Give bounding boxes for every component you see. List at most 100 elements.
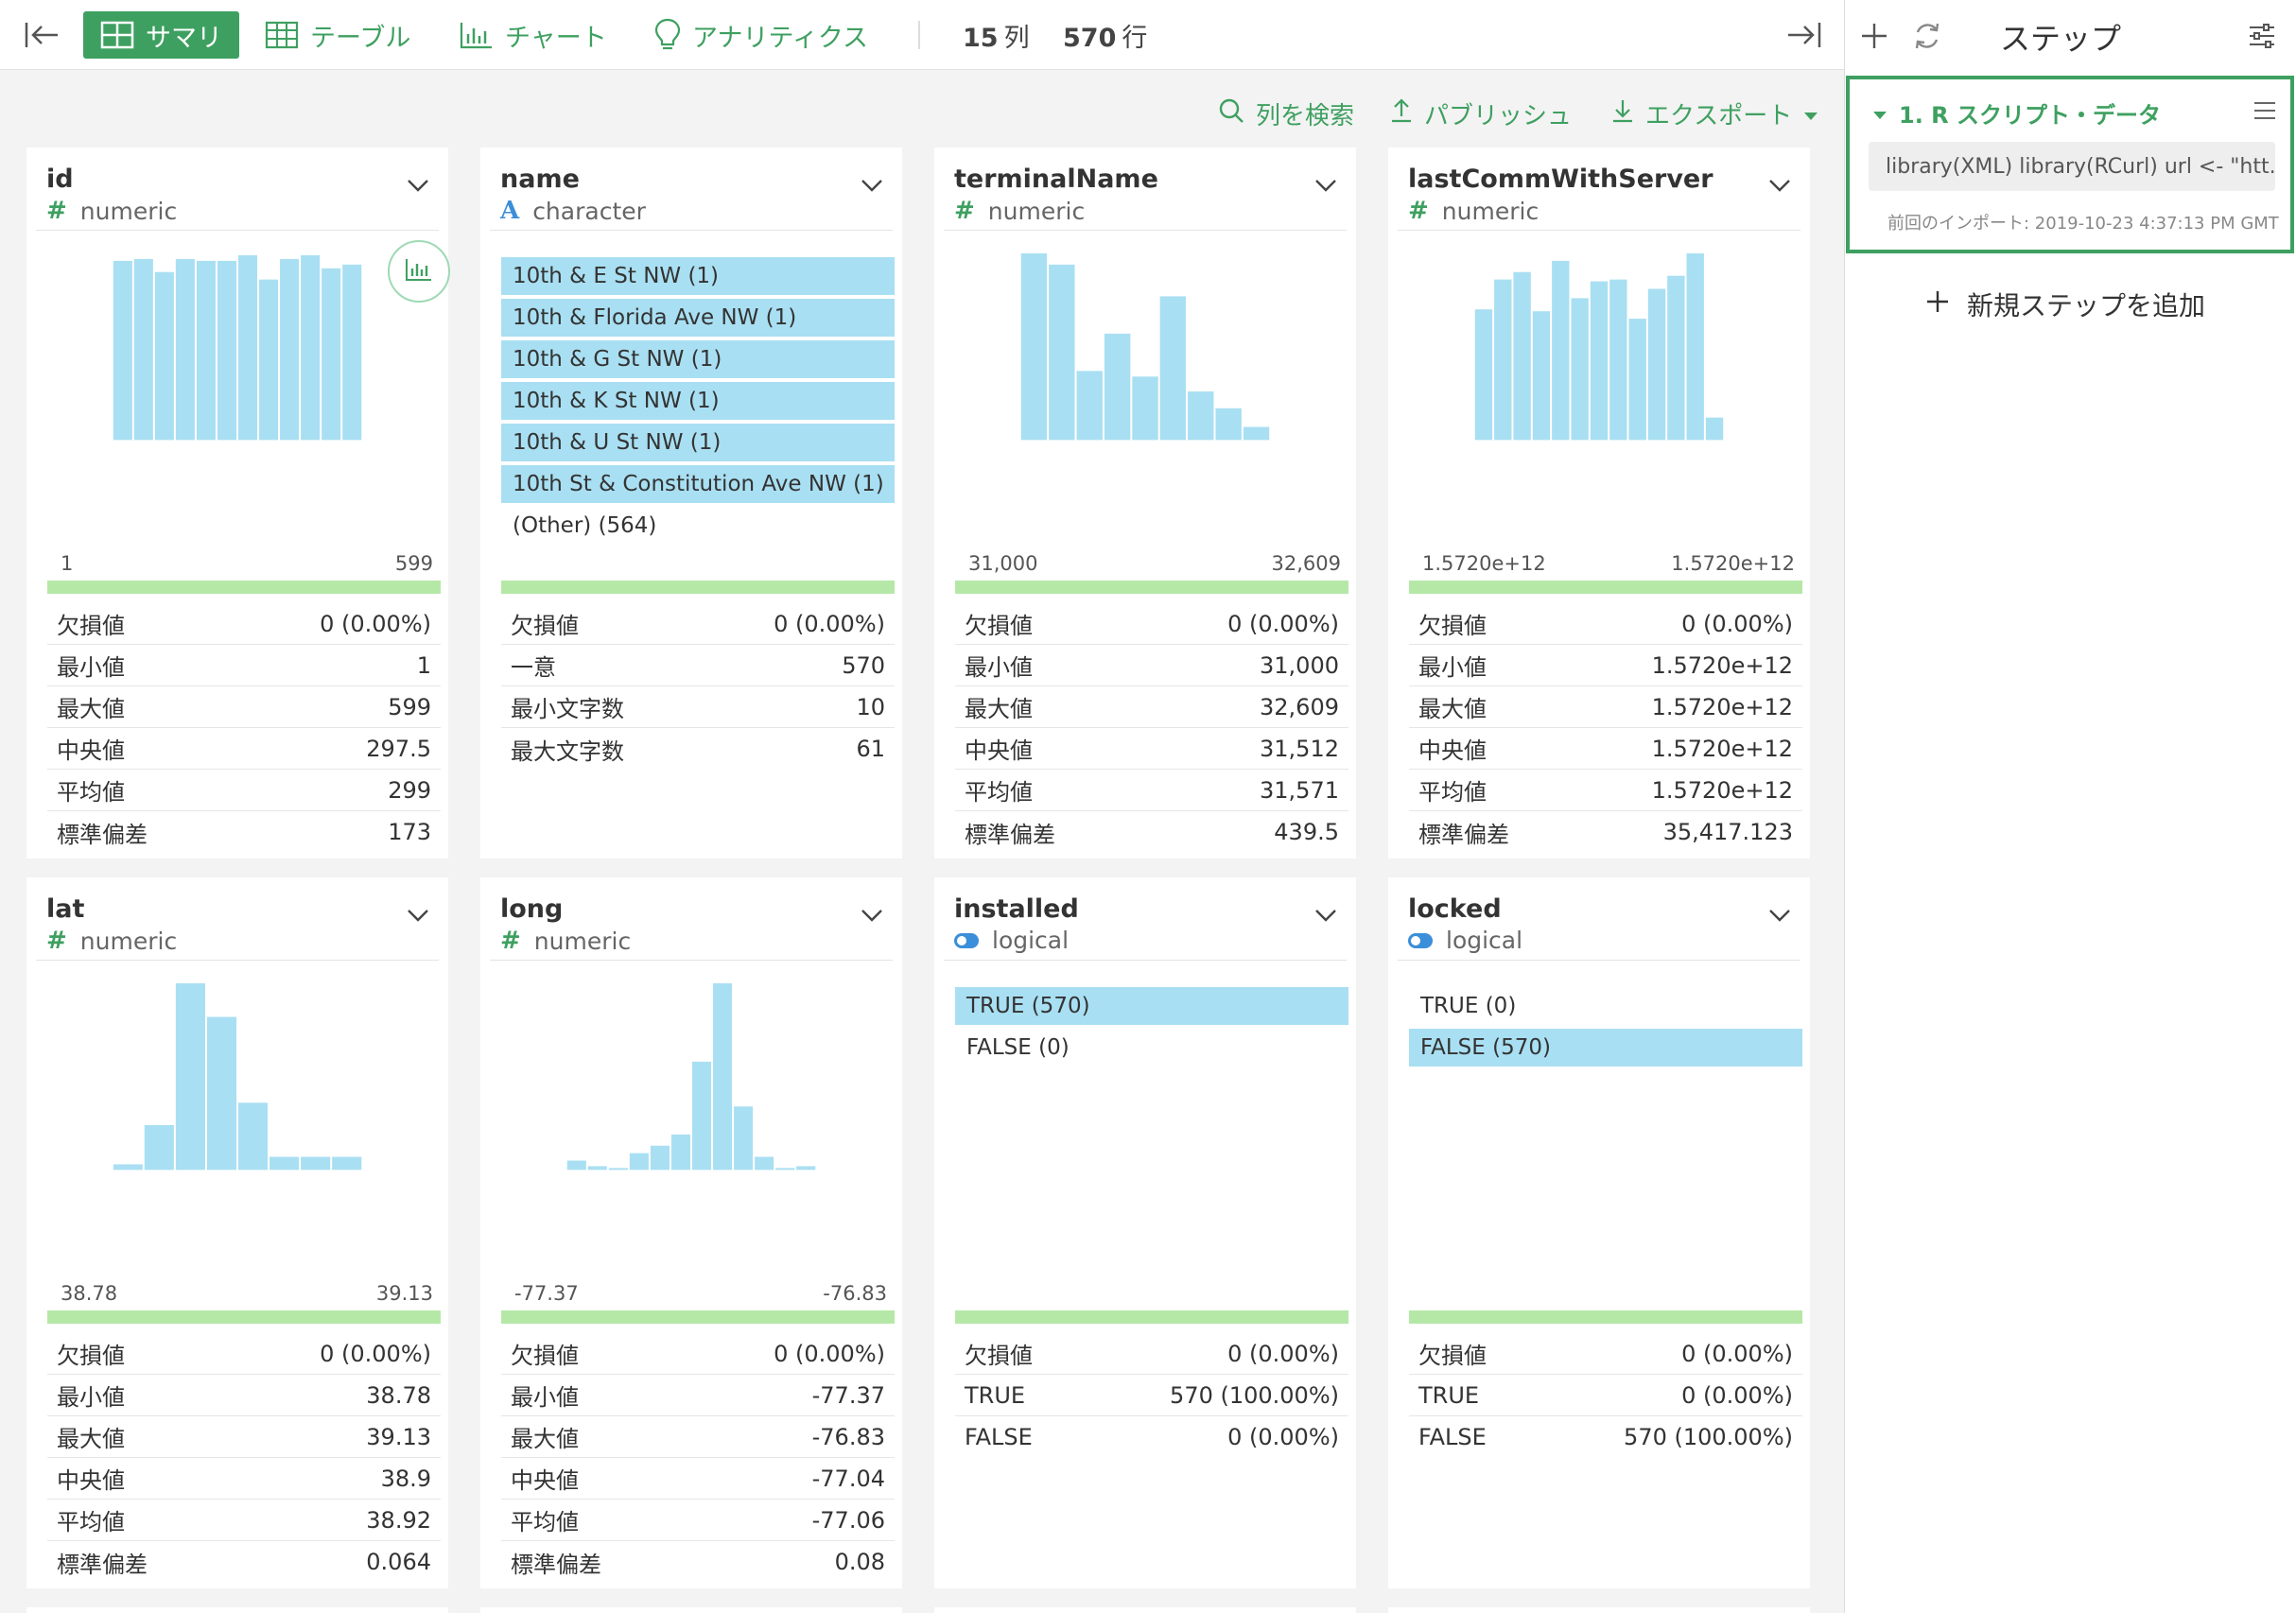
histogram-bar[interactable]	[175, 983, 205, 1171]
tab-analytics[interactable]: アナリティクス	[637, 11, 885, 59]
histogram-bar[interactable]	[270, 1156, 300, 1171]
step-card-r-script[interactable]: 1. R スクリプト・データ library(XML) library(RCur…	[1846, 76, 2294, 253]
add-step-button[interactable]: 新規ステップを追加	[1925, 286, 2205, 323]
histogram-bar[interactable]	[301, 254, 321, 441]
histogram-chart[interactable]	[1398, 253, 1800, 442]
histogram-bar[interactable]	[734, 1106, 754, 1171]
histogram-bar[interactable]	[629, 1153, 649, 1171]
chevron-down-icon[interactable]	[1766, 176, 1793, 195]
histogram-bar[interactable]	[1159, 296, 1187, 441]
histogram-bar[interactable]	[133, 258, 153, 441]
step-code-preview[interactable]: library(XML) library(RCurl) url <- "htt.…	[1869, 142, 2275, 191]
histogram-bar[interactable]	[113, 260, 132, 441]
histogram-bar[interactable]	[1243, 426, 1270, 441]
collapse-left-icon[interactable]	[23, 16, 61, 54]
chart-toggle-button[interactable]	[388, 240, 450, 303]
category-item[interactable]: TRUE (0)	[1420, 994, 1517, 1018]
histogram-bar[interactable]	[1628, 319, 1646, 441]
hamburger-menu-icon[interactable]	[2253, 100, 2277, 125]
histogram-bar[interactable]	[175, 258, 195, 441]
histogram-bar[interactable]	[1494, 279, 1512, 441]
histogram-bar[interactable]	[1076, 371, 1103, 441]
histogram-bar[interactable]	[1020, 253, 1048, 441]
histogram-bar[interactable]	[608, 1168, 628, 1171]
histogram-bar[interactable]	[670, 1134, 691, 1171]
histogram-bar[interactable]	[796, 1166, 816, 1171]
histogram-bar[interactable]	[237, 254, 258, 441]
histogram-bar[interactable]	[217, 260, 237, 441]
publish-button[interactable]: パブリッシュ	[1390, 96, 1572, 131]
plus-icon[interactable]	[1855, 17, 1893, 55]
histogram-chart[interactable]	[36, 253, 439, 442]
category-item[interactable]: TRUE (570)	[955, 987, 1348, 1025]
category-item[interactable]: FALSE (0)	[966, 1035, 1070, 1060]
category-item[interactable]: 10th St & Constitution Ave NW (1)	[501, 465, 895, 503]
chevron-down-icon[interactable]	[405, 906, 431, 925]
column-header[interactable]: installed logical	[944, 877, 1347, 961]
histogram-bar[interactable]	[1132, 376, 1158, 441]
histogram-bar[interactable]	[713, 983, 733, 1171]
histogram-bar[interactable]	[206, 1016, 237, 1171]
column-header[interactable]: id # numeric	[36, 147, 439, 231]
histogram-chart[interactable]	[944, 253, 1347, 442]
histogram-bar[interactable]	[1532, 311, 1551, 441]
step-title[interactable]: 1. R スクリプト・データ	[1872, 96, 2161, 130]
histogram-chart[interactable]	[490, 983, 893, 1172]
tab-chart[interactable]: チャート	[443, 11, 624, 59]
histogram-bar[interactable]	[113, 1164, 143, 1171]
tab-summary[interactable]: サマリ	[83, 11, 239, 59]
category-item[interactable]: (Other) (564)	[513, 513, 657, 538]
histogram-bar[interactable]	[144, 1125, 174, 1171]
histogram-bar[interactable]	[1686, 253, 1704, 441]
histogram-bar[interactable]	[1705, 417, 1724, 441]
histogram-bar[interactable]	[196, 260, 216, 441]
histogram-bar[interactable]	[1571, 298, 1589, 441]
category-item[interactable]: 10th & G St NW (1)	[501, 340, 895, 378]
histogram-bar[interactable]	[237, 1102, 269, 1171]
search-columns-button[interactable]: 列を検索	[1218, 96, 1354, 131]
refresh-icon[interactable]	[1908, 17, 1946, 55]
histogram-bar[interactable]	[1667, 275, 1685, 441]
category-item[interactable]: 10th & E St NW (1)	[501, 257, 895, 295]
histogram-bar[interactable]	[322, 268, 341, 441]
histogram-bar[interactable]	[1647, 288, 1666, 441]
column-header[interactable]: terminalName # numeric	[944, 147, 1347, 231]
histogram-bar[interactable]	[1474, 309, 1493, 441]
category-item[interactable]: FALSE (570)	[1409, 1029, 1802, 1067]
chevron-down-icon[interactable]	[859, 906, 885, 925]
category-item[interactable]: 10th & U St NW (1)	[501, 424, 895, 461]
histogram-bar[interactable]	[1552, 260, 1570, 441]
export-button[interactable]: エクスポート	[1611, 96, 1818, 131]
chevron-down-icon[interactable]	[1766, 906, 1793, 925]
column-header[interactable]: lastCommWithServer # numeric	[1398, 147, 1800, 231]
histogram-bar[interactable]	[154, 271, 174, 441]
chevron-down-icon[interactable]	[1313, 176, 1339, 195]
chevron-down-icon[interactable]	[859, 176, 885, 195]
histogram-bar[interactable]	[755, 1156, 774, 1171]
histogram-bar[interactable]	[691, 1061, 712, 1171]
column-header[interactable]: long # numeric	[490, 877, 893, 961]
histogram-bar[interactable]	[332, 1156, 362, 1171]
category-item[interactable]: 10th & K St NW (1)	[501, 382, 895, 420]
histogram-bar[interactable]	[1188, 391, 1214, 441]
chevron-down-icon[interactable]	[1313, 906, 1339, 925]
chevron-down-icon[interactable]	[405, 176, 431, 195]
column-header[interactable]: locked logical	[1398, 877, 1800, 961]
histogram-bar[interactable]	[259, 279, 279, 441]
histogram-bar[interactable]	[1590, 281, 1609, 441]
histogram-bar[interactable]	[280, 258, 300, 441]
category-item[interactable]: 10th & Florida Ave NW (1)	[501, 299, 895, 337]
histogram-bar[interactable]	[342, 264, 362, 441]
tab-table[interactable]: テーブル	[248, 11, 427, 59]
histogram-bar[interactable]	[1104, 333, 1131, 441]
histogram-bar[interactable]	[775, 1168, 795, 1171]
histogram-bar[interactable]	[587, 1166, 607, 1171]
sliders-icon[interactable]	[2243, 17, 2281, 55]
histogram-bar[interactable]	[650, 1145, 670, 1171]
histogram-bar[interactable]	[1049, 264, 1075, 441]
collapse-right-icon[interactable]	[1785, 16, 1823, 54]
histogram-bar[interactable]	[1215, 408, 1242, 441]
histogram-bar[interactable]	[301, 1156, 331, 1171]
column-header[interactable]: lat # numeric	[36, 877, 439, 961]
